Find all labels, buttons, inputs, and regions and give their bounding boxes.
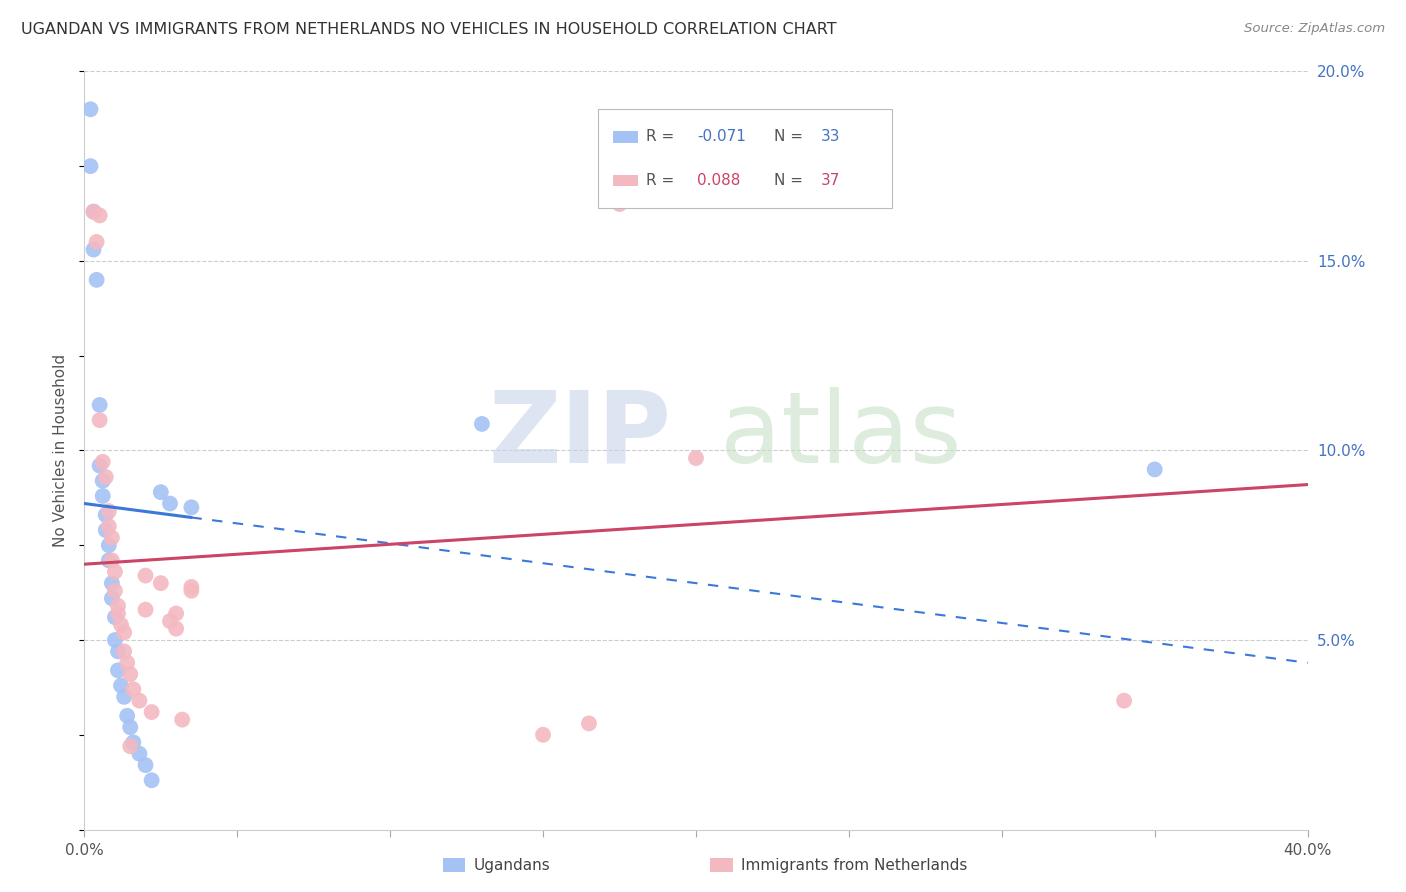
Point: [104, 583, 127, 598]
Point: [115, 656, 138, 670]
Point: [180, 583, 202, 598]
Text: 33: 33: [821, 129, 841, 145]
Point: [107, 599, 129, 613]
Text: 0.088: 0.088: [697, 173, 741, 187]
Point: [471, 417, 494, 431]
Point: [97, 519, 120, 533]
Point: [165, 622, 187, 636]
Text: 37: 37: [821, 173, 841, 187]
Point: [112, 690, 135, 704]
Point: [89, 413, 111, 427]
Text: N =: N =: [775, 173, 808, 187]
Point: [112, 644, 135, 658]
Point: [1114, 694, 1136, 708]
Point: [531, 728, 554, 742]
Text: R =: R =: [645, 173, 679, 187]
Point: [135, 603, 157, 617]
Point: [91, 474, 114, 488]
Text: ZIP: ZIP: [489, 387, 672, 483]
Point: [83, 204, 105, 219]
Point: [159, 614, 181, 628]
Point: [97, 504, 120, 518]
Point: [101, 576, 124, 591]
Point: [1143, 462, 1166, 476]
Point: [122, 682, 145, 697]
Point: [122, 735, 145, 749]
Point: [115, 708, 138, 723]
Point: [135, 758, 157, 772]
Point: [110, 618, 132, 632]
Point: [79, 159, 101, 173]
Point: [110, 679, 132, 693]
Y-axis label: No Vehicles in Household: No Vehicles in Household: [53, 354, 69, 547]
Point: [128, 694, 150, 708]
FancyBboxPatch shape: [598, 110, 891, 208]
Point: [89, 458, 111, 473]
Point: [79, 103, 101, 117]
Point: [685, 451, 707, 466]
Point: [107, 607, 129, 621]
Polygon shape: [613, 131, 638, 143]
Point: [83, 204, 105, 219]
Point: [101, 531, 124, 545]
Point: [120, 739, 142, 753]
Point: [97, 538, 120, 552]
Point: [91, 489, 114, 503]
Point: [83, 243, 105, 257]
Point: [91, 455, 114, 469]
Point: [89, 209, 111, 223]
Point: [97, 553, 120, 567]
Point: [104, 633, 127, 648]
Point: [104, 565, 127, 579]
Point: [149, 485, 172, 500]
Point: [135, 568, 157, 582]
Point: [609, 197, 631, 211]
Text: Source: ZipAtlas.com: Source: ZipAtlas.com: [1244, 22, 1385, 36]
Point: [120, 667, 142, 681]
Point: [94, 523, 117, 537]
Point: [165, 607, 187, 621]
Point: [86, 273, 108, 287]
Text: UGANDAN VS IMMIGRANTS FROM NETHERLANDS NO VEHICLES IN HOUSEHOLD CORRELATION CHAR: UGANDAN VS IMMIGRANTS FROM NETHERLANDS N…: [21, 22, 837, 37]
Point: [141, 773, 163, 788]
Point: [180, 580, 202, 594]
Point: [86, 235, 108, 249]
Point: [128, 747, 150, 761]
Polygon shape: [613, 175, 638, 186]
Text: N =: N =: [775, 129, 808, 145]
Point: [89, 398, 111, 412]
Point: [159, 497, 181, 511]
Point: [104, 610, 127, 624]
Text: atlas: atlas: [720, 387, 962, 483]
Point: [107, 644, 129, 658]
Point: [578, 716, 600, 731]
Text: -0.071: -0.071: [697, 129, 747, 145]
Point: [120, 720, 142, 734]
Point: [107, 664, 129, 678]
Point: [112, 625, 135, 640]
Point: [141, 705, 163, 719]
Point: [94, 470, 117, 484]
Point: [101, 553, 124, 567]
Point: [149, 576, 172, 591]
Text: Immigrants from Netherlands: Immigrants from Netherlands: [741, 858, 967, 872]
Text: R =: R =: [645, 129, 679, 145]
Point: [101, 591, 124, 606]
Point: [94, 508, 117, 522]
Text: Ugandans: Ugandans: [474, 858, 551, 872]
Point: [172, 713, 194, 727]
Point: [180, 500, 202, 515]
